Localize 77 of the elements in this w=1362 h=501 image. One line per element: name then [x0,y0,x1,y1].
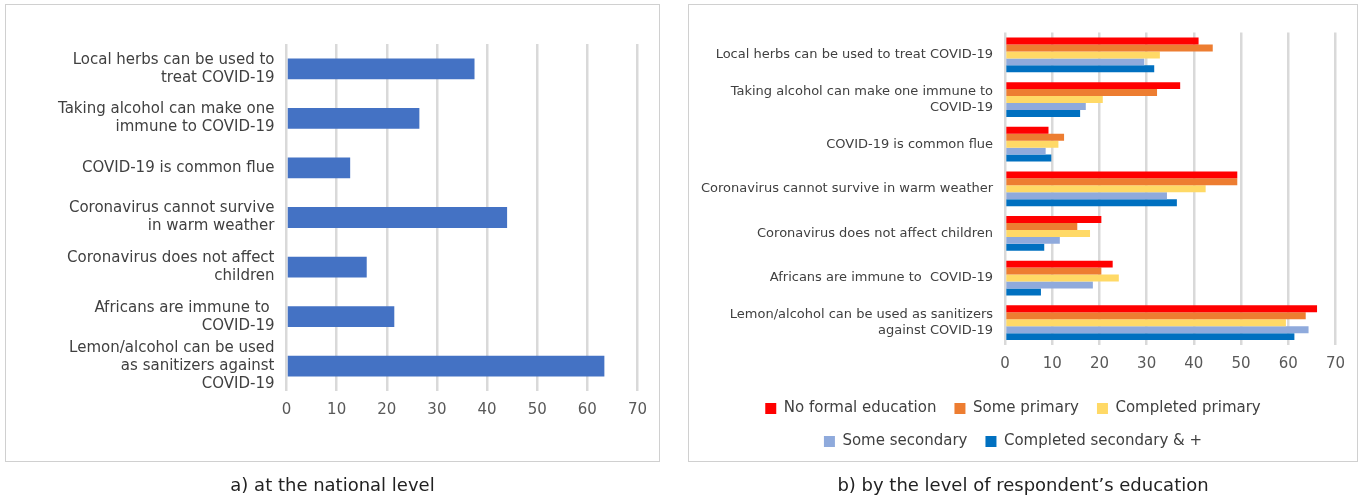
x-tick-label: 20 [1089,353,1110,372]
bar [1006,126,1049,134]
x-tick-label: 10 [327,399,347,418]
y-tick-label: Coronavirus cannot survive in warm weather [68,198,276,235]
y-tick-label: Taking alcohol can make one immune to COVID-19 [56,99,275,136]
bar [287,256,367,278]
y-tick-label: Coronavirus cannot survive in warm weather [701,180,994,196]
x-tick-label: 70 [627,399,647,418]
y-tick-label: Lemon/alcohol can be used as sanitizers against COVID-19 [69,338,275,393]
bar [1006,154,1052,162]
legend-label: Some primary [972,398,1080,417]
legend-label: No formal education [783,398,937,417]
bar [1006,65,1155,73]
bar [1006,133,1065,141]
bar [1006,89,1158,97]
bar [1006,185,1206,193]
bar [1006,319,1286,327]
y-tick-label: Lemon/alcohol can be used as sanitizers against COVID-19 [729,306,994,337]
x-tick-label: 0 [281,399,292,418]
bar [287,207,508,228]
bar [1006,312,1306,320]
text: a) at the national level [229,474,436,495]
bar [1006,236,1060,244]
bar [1006,171,1238,179]
y-tick-label: Africans are immune to COVID-19 [769,269,994,285]
bar [1006,199,1177,207]
x-tick-label: 40 [477,399,497,418]
bar [1006,260,1113,268]
legend-label: Completed secondary & + [1003,431,1203,450]
bar [1006,229,1091,237]
legend-label: Completed primary [1115,398,1261,417]
bar [287,107,420,129]
bar [1006,58,1145,66]
bar [1006,267,1102,275]
x-tick-label: 60 [577,399,597,418]
bar [1006,216,1102,223]
y-tick-label: Taking alcohol can make one immune to COVID-19 [729,83,994,114]
text: b) by the level of respondent’s education [836,474,1210,495]
bar [1006,103,1086,110]
bar [287,306,395,328]
bar [1006,281,1093,289]
legend-label: Some secondary [842,431,968,450]
bar [1006,333,1295,341]
bar [1006,140,1059,148]
bar [1006,82,1181,90]
x-tick-label: 40 [1184,353,1204,372]
bar [1006,51,1160,59]
bar [1006,326,1309,334]
bar [1006,305,1318,313]
bar [287,355,605,377]
bar [1006,147,1046,155]
y-tick-label: Africans are immune to COVID-19 [94,297,275,334]
y-tick-label: COVID-19 is common flue [81,157,275,176]
y-tick-label: Coronavirus does not affect children [67,247,275,284]
y-tick-label: COVID-19 is common flue [826,135,994,151]
x-tick-label: 20 [377,399,397,418]
bar [1006,222,1078,230]
x-tick-label: 70 [1325,353,1345,372]
bar [1006,243,1045,251]
bar [287,58,475,80]
bar [1006,192,1167,200]
x-tick-label: 0 [1000,353,1010,372]
bar [1006,109,1081,117]
x-tick-label: 50 [1231,353,1251,372]
y-tick-label: Coronavirus does not affect children [757,224,994,240]
x-tick-label: 50 [527,399,547,418]
bar [287,157,351,179]
bar [1006,274,1119,282]
bar [1006,44,1213,52]
bar [1006,178,1238,186]
x-tick-label: 30 [427,399,447,418]
x-tick-label: 30 [1137,353,1157,372]
bar [1006,96,1103,104]
x-tick-label: 60 [1278,353,1298,372]
x-tick-label: 10 [1042,353,1062,372]
y-tick-label: Local herbs can be used to treat COVID-19 [715,46,994,62]
y-tick-label: Local herbs can be used to treat COVID-19 [72,49,275,86]
